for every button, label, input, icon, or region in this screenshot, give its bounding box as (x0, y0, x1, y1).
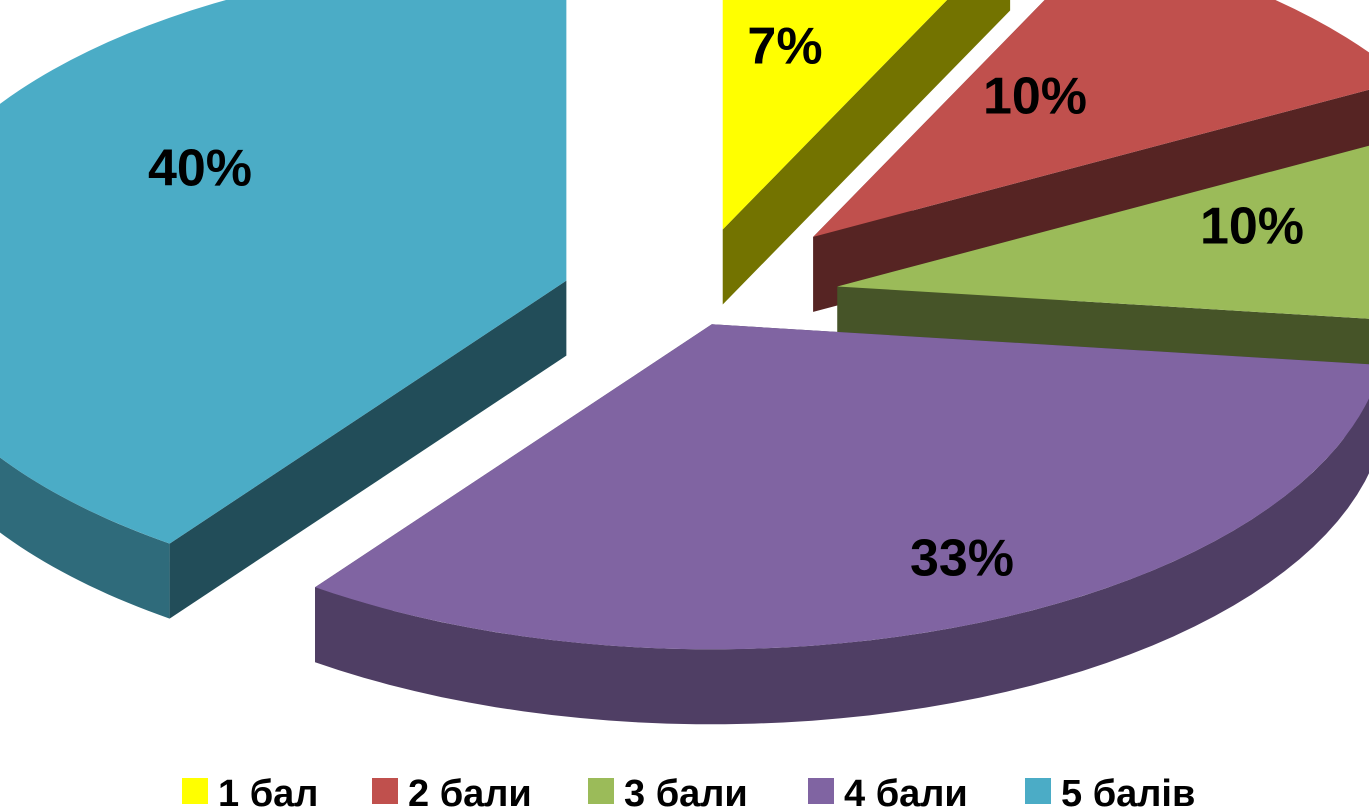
legend-item-5: 5 балів (1025, 773, 1195, 810)
legend-label: 1 бал (218, 773, 318, 810)
legend-swatch (808, 778, 834, 804)
legend-item-1: 1 бал (182, 773, 318, 810)
slice-1 (722, 0, 1011, 305)
legend-label: 4 бали (844, 773, 968, 810)
legend-swatch (588, 778, 614, 804)
legend-item-2: 2 бали (372, 773, 532, 810)
legend-label: 5 балів (1061, 773, 1195, 810)
legend-item-4: 4 бали (808, 773, 968, 810)
legend-swatch (1025, 778, 1051, 804)
legend-swatch (372, 778, 398, 804)
legend-label: 3 бали (624, 773, 748, 810)
legend-label: 2 бали (408, 773, 532, 810)
legend-swatch (182, 778, 208, 804)
legend-item-3: 3 бали (588, 773, 748, 810)
slice-4 (315, 324, 1369, 725)
data-label-4: 33% (910, 530, 1014, 588)
data-label-2: 10% (983, 68, 1087, 126)
slice-5 (0, 0, 567, 619)
data-label-3: 10% (1200, 198, 1304, 256)
data-label-1: 7% (747, 18, 822, 76)
legend: 1 бал 2 бали 3 бали 4 бали 5 балів (182, 773, 1195, 810)
data-labels: 7% 10% 10% 33% 40% (148, 18, 1304, 588)
data-label-5: 40% (148, 140, 252, 198)
pie-slices (0, 0, 1369, 725)
